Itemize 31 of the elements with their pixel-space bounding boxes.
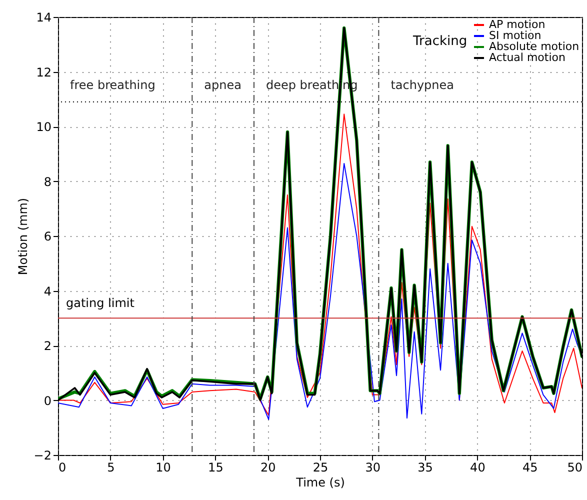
y-tick-label: 0: [44, 394, 52, 408]
x-tick-label: 10: [156, 460, 171, 474]
y-axis-title: Motion (mm): [16, 198, 30, 276]
x-tick-label: 40: [470, 460, 486, 474]
legend-title: Tracking: [412, 34, 468, 49]
x-tick-label: 25: [312, 460, 328, 474]
y-tick-label: −2: [34, 448, 52, 462]
y-tick-label: 2: [44, 339, 52, 353]
x-tick-label: 5: [107, 460, 115, 474]
y-tick-label: 8: [44, 174, 52, 189]
x-tick-label: 20: [260, 460, 276, 474]
legend-label: Absolute motion: [489, 40, 580, 53]
y-tick-label: 10: [36, 120, 52, 134]
annotation: apnea: [204, 78, 242, 92]
y-tick-label: 4: [44, 284, 52, 298]
x-tick-label: 45: [522, 460, 538, 474]
x-tick-label: 30: [365, 460, 381, 474]
ref-line-label: gating limit: [66, 296, 135, 310]
x-tick-label: 50: [567, 460, 582, 474]
legend-label: AP motion: [489, 18, 546, 31]
x-tick-label: 0: [58, 460, 66, 474]
legend-label: Actual motion: [489, 51, 566, 64]
annotation: tachypnea: [390, 78, 454, 92]
legend-label: SI motion: [489, 29, 542, 42]
x-tick-label: 35: [418, 460, 433, 474]
x-tick-label: 15: [208, 460, 224, 474]
y-tick-label: 6: [44, 230, 52, 244]
x-axis-title: Time (s): [295, 476, 345, 490]
y-tick-label: 14: [36, 10, 52, 24]
annotation: free breathing: [70, 78, 156, 92]
y-tick-label: 12: [36, 65, 52, 80]
